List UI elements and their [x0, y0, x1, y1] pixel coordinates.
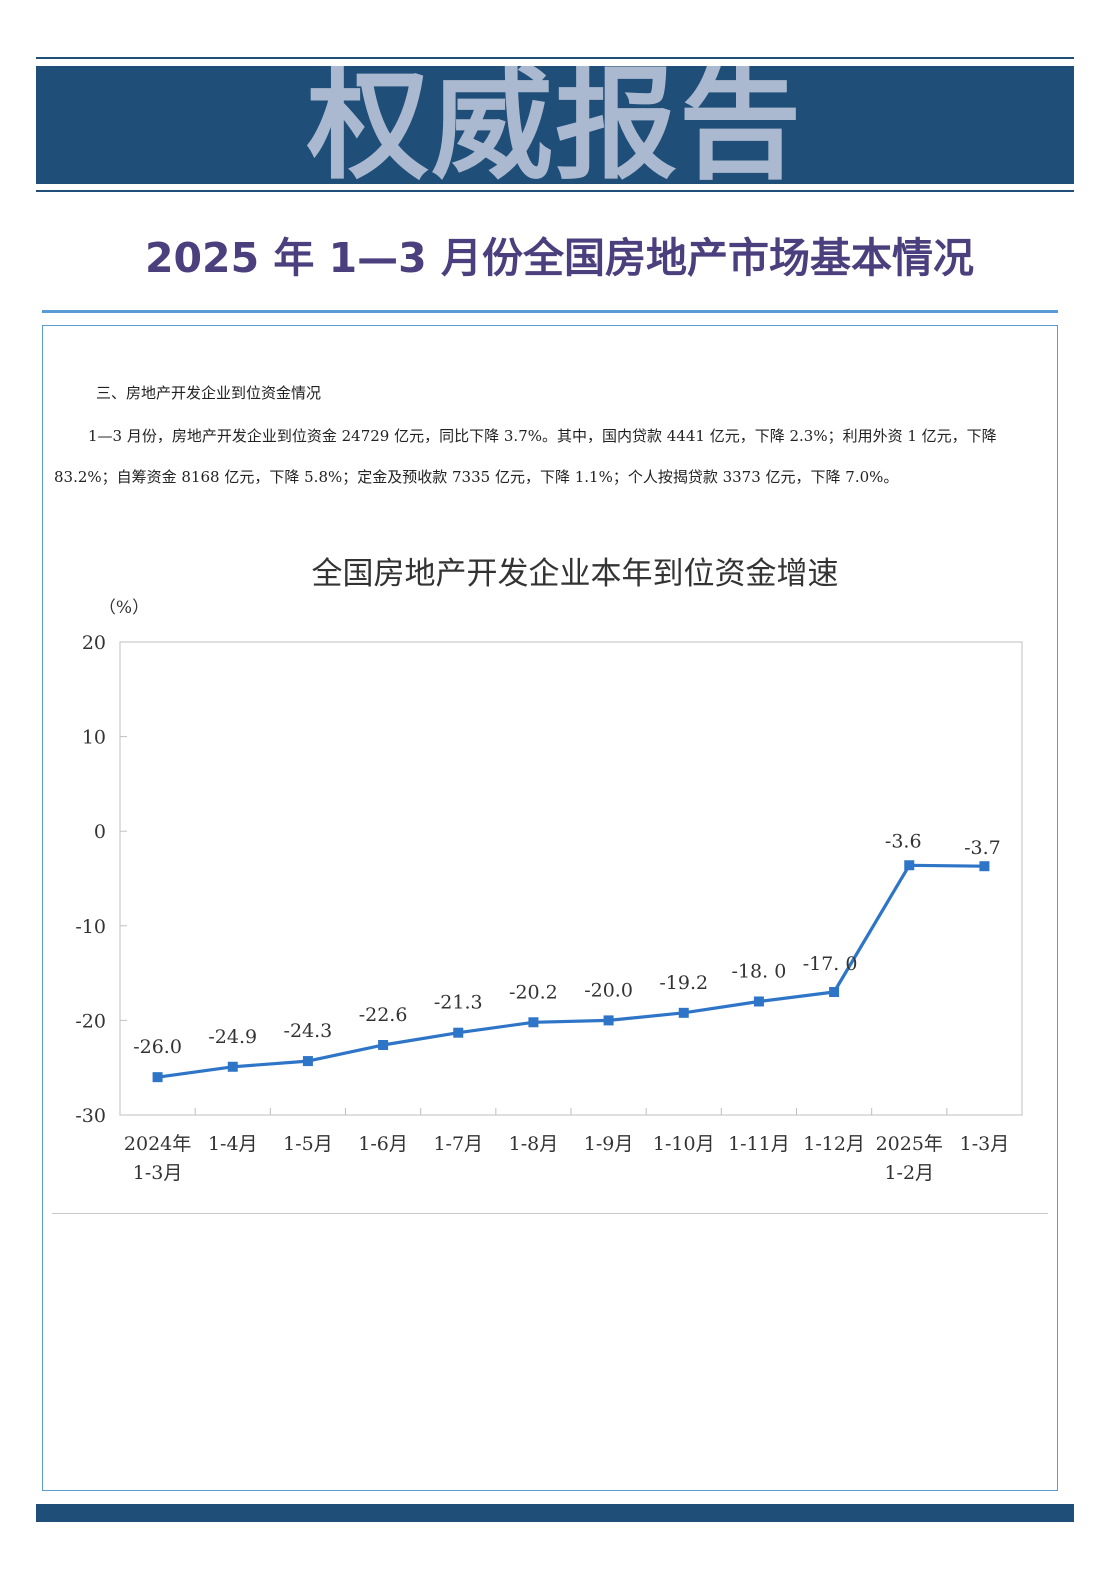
y-tick-label: 20 [82, 632, 106, 654]
banner-bottom-rule [36, 190, 1074, 192]
title-underline [42, 310, 1058, 313]
data-point-marker [528, 1017, 539, 1028]
top-rule [36, 57, 1074, 59]
section-heading: 三、房地产开发企业到位资金情况 [96, 384, 322, 402]
data-label: -24.9 [208, 1026, 257, 1048]
data-point-marker [753, 996, 764, 1007]
data-point-marker [603, 1015, 614, 1026]
data-point-marker [979, 861, 990, 872]
x-category-label: 1-11月 [728, 1133, 790, 1155]
data-label: -21.3 [434, 992, 483, 1014]
x-category-label: 1-12月 [803, 1133, 865, 1155]
data-point-marker [453, 1027, 464, 1038]
x-category-label: 1-10月 [653, 1133, 715, 1155]
x-category-label: 1-5月 [283, 1133, 333, 1155]
banner-title: 权威报告 [307, 66, 803, 184]
x-category-label: 2025年 1-2月 [876, 1133, 943, 1184]
data-label: -20.2 [509, 981, 558, 1003]
chart-svg: 全国房地产开发企业本年到位资金增速 （%） 20 10 0 -10 -20 -30 202… [75, 556, 1023, 1184]
data-label: -24.3 [284, 1020, 333, 1042]
report-title: 2025 年 1—3 月份全国房地产市场基本情况 [145, 234, 974, 282]
data-point-marker [302, 1056, 313, 1067]
x-category-label: 1-8月 [509, 1133, 559, 1155]
section-divider [52, 1213, 1048, 1214]
data-point-marker [829, 987, 840, 998]
x-category-label: 1-7月 [433, 1133, 483, 1155]
chart-title: 全国房地产开发企业本年到位资金增速 [312, 556, 839, 592]
paragraph-line-2: 83.2%；自筹资金 8168 亿元，下降 5.8%；定金及预收款 7335 亿… [54, 468, 899, 486]
x-category-label: 1-3月 [960, 1133, 1010, 1155]
data-point-marker [227, 1061, 238, 1072]
paragraph-line-1: 1—3 月份，房地产开发企业到位资金 24729 亿元，同比下降 3.7%。其中… [88, 427, 997, 445]
data-label: -22.6 [359, 1004, 408, 1026]
y-tick-label: 0 [94, 821, 106, 843]
y-tick-label: -10 [75, 916, 106, 938]
data-label: -19.2 [659, 972, 708, 994]
data-point-marker [678, 1007, 689, 1018]
x-category-label: 1-4月 [208, 1133, 258, 1155]
data-label: -17. 0 [803, 953, 858, 975]
header-banner: 权威报告 [36, 66, 1074, 184]
content-frame [42, 325, 1058, 1491]
funding-growth-chart: 全国房地产开发企业本年到位资金增速 （%） 20 10 0 -10 -20 -30 202… [52, 540, 1052, 1210]
y-tick-label: 10 [82, 727, 106, 749]
data-label: -20.0 [584, 979, 633, 1001]
footer-bar [36, 1504, 1074, 1522]
series-line [157, 863, 985, 1079]
data-label: -3.6 [885, 830, 922, 852]
y-tick-label: -30 [75, 1105, 106, 1127]
x-category-label: 2024年 1-3月 [124, 1133, 191, 1184]
data-label: -18. 0 [732, 960, 787, 982]
data-point-marker [152, 1072, 163, 1083]
data-label: -26.0 [133, 1036, 182, 1058]
x-category-label: 1-9月 [584, 1133, 634, 1155]
y-tick-label: -20 [75, 1010, 106, 1032]
y-axis-unit-label: （%） [99, 598, 149, 618]
x-category-label: 1-6月 [358, 1133, 408, 1155]
data-point-marker [904, 860, 915, 871]
data-point-marker [378, 1039, 389, 1050]
data-label: -3.7 [964, 837, 1001, 859]
